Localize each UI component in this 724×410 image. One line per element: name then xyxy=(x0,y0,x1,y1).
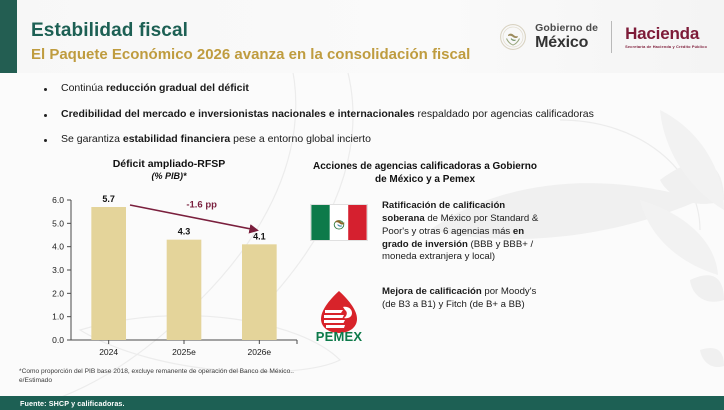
pemex-logo-icon: PEMEX xyxy=(300,286,378,342)
list-item: PEMEX Mejora de calificación por Moody's… xyxy=(300,286,550,342)
source-bar: Fuente: SHCP y calificadoras. xyxy=(0,396,724,410)
svg-text:4.3: 4.3 xyxy=(178,227,191,237)
footnote-line-1: *Como proporción del PIB base 2018, excl… xyxy=(19,367,294,375)
chart-svg: 0.0 1.0 2.0 3.0 4.0 5.0 6.0 5.7 2024 4.3 2025e 4.1 2… xyxy=(52,194,298,357)
svg-text:5.7: 5.7 xyxy=(102,194,115,204)
svg-text:2.0: 2.0 xyxy=(52,288,64,298)
bullet-text: Se garantiza estabilidad financiera pese… xyxy=(61,133,371,146)
svg-text:2024: 2024 xyxy=(99,347,118,357)
agency-text: Ratificación de calificación soberana de… xyxy=(382,200,539,263)
svg-text:5.0: 5.0 xyxy=(52,218,64,228)
svg-text:2025e: 2025e xyxy=(172,347,196,357)
chart-title: Déficit ampliado-RFSP xyxy=(112,158,226,170)
svg-text:3.0: 3.0 xyxy=(52,265,64,275)
bullet-dot-icon xyxy=(44,88,47,91)
mexican-eagle-seal-icon xyxy=(500,24,527,50)
svg-text:1.0: 1.0 xyxy=(52,312,64,322)
gob-line2: México xyxy=(535,33,589,51)
bullet-text: Credibilidad del mercado e inversionista… xyxy=(61,107,594,120)
mexico-flag-icon xyxy=(300,200,378,241)
list-item: Ratificación de calificación soberana de… xyxy=(300,200,550,264)
svg-text:2026e: 2026e xyxy=(248,347,272,357)
bullet-dot-icon xyxy=(44,139,47,143)
chart-plot-area: 0.0 1.0 2.0 3.0 4.0 5.0 6.0 5.7 2024 4.3 2025e 4.1 2… xyxy=(33,186,305,366)
government-logo-group: Gobierno de México Hacienda Secretaría d… xyxy=(500,18,707,56)
title-block: Estabilidad fiscal El Paquete Económico … xyxy=(31,20,470,63)
hacienda-subtitle: Secretaría de Hacienda y Crédito Público xyxy=(625,43,707,49)
list-item: Se garantiza estabilidad financiera pese… xyxy=(44,133,684,147)
header-accent-bar xyxy=(0,0,17,73)
svg-text:PEMEX: PEMEX xyxy=(316,329,363,342)
gob-line1: Gobierno de xyxy=(535,22,599,35)
logo-divider xyxy=(611,21,613,53)
bullet-list: Continúa reducción gradual del déficit C… xyxy=(44,82,684,159)
header-bar: Estabilidad fiscal El Paquete Económico … xyxy=(0,0,724,73)
footnote-line-2: e/Estimado xyxy=(19,377,52,385)
agency-text: Mejora de calificación por Moody's (de B… xyxy=(382,286,537,311)
rating-agencies-panel: Acciones de agencias calificadoras a Gob… xyxy=(300,160,550,342)
svg-text:6.0: 6.0 xyxy=(52,195,64,205)
chart-subtitle: (% PIB)* xyxy=(151,171,187,182)
source-text: Fuente: SHCP y calificadoras. xyxy=(20,398,125,408)
hacienda-wordmark: Hacienda Secretaría de Hacienda y Crédit… xyxy=(625,25,707,48)
deficit-chart-panel: Déficit ampliado-RFSP (% PIB)* 0.0 1.0 2.0… xyxy=(33,158,305,370)
gobierno-de-mexico-wordmark: Gobierno de México xyxy=(535,23,598,51)
svg-text:-1.6 pp: -1.6 pp xyxy=(186,200,217,211)
page-title: Estabilidad fiscal xyxy=(31,20,189,41)
svg-text:4.1: 4.1 xyxy=(253,231,266,241)
bullet-text: Continúa reducción gradual del déficit xyxy=(61,82,249,94)
page-subtitle: El Paquete Económico 2026 avanza en la c… xyxy=(31,45,471,63)
hacienda-name: Hacienda xyxy=(625,24,700,44)
list-item: Credibilidad del mercado e inversionista… xyxy=(44,108,684,122)
svg-text:0.0: 0.0 xyxy=(52,335,64,345)
svg-text:4.0: 4.0 xyxy=(52,242,64,252)
agency-panel-title: Acciones de agencias calificadoras a Gob… xyxy=(313,161,537,185)
bullet-dot-icon xyxy=(44,113,47,117)
list-item: Continúa reducción gradual del déficit xyxy=(44,82,684,96)
footnotes: *Como proporción del PIB base 2018, excl… xyxy=(19,367,579,386)
